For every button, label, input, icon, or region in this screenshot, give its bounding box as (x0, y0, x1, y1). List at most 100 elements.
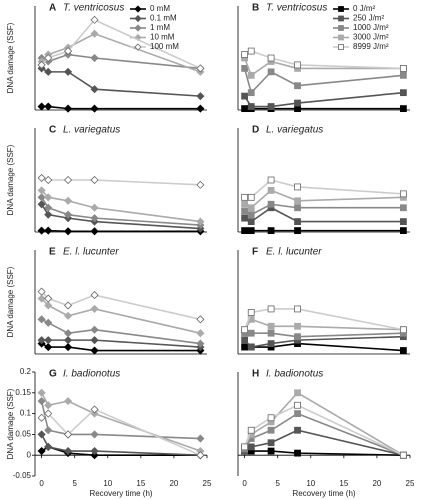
marker (90, 346, 99, 355)
marker (90, 291, 99, 300)
panel-title: L. variegatus (63, 125, 120, 136)
marker (37, 193, 46, 202)
marker (90, 15, 99, 24)
legend-marker (134, 43, 142, 51)
marker (37, 397, 46, 406)
marker (90, 175, 99, 185)
marker (90, 227, 99, 236)
marker (267, 54, 275, 62)
marker (267, 227, 275, 235)
x-tick-label: 10 (306, 479, 315, 488)
panel-label: G (49, 369, 57, 380)
marker (294, 305, 301, 313)
marker (90, 430, 99, 439)
marker (247, 343, 255, 351)
x-tick-label: 25 (406, 479, 415, 488)
marker (294, 82, 301, 90)
marker (294, 61, 301, 69)
marker (267, 322, 275, 330)
marker (247, 47, 255, 55)
marker (196, 92, 205, 101)
marker (64, 196, 73, 205)
series-line (41, 408, 201, 456)
panel-title: T. ventricosus (63, 3, 124, 14)
marker (241, 65, 249, 72)
legend-marker (338, 15, 344, 22)
y-axis-label: DNA damage (SSF) (6, 388, 15, 459)
marker (37, 173, 46, 182)
marker (90, 325, 99, 334)
marker (294, 410, 301, 418)
marker (37, 446, 46, 456)
panel-label: D (252, 125, 259, 136)
marker (241, 214, 249, 222)
marker (37, 336, 46, 345)
legend-label: 8999 J/m² (353, 42, 389, 51)
marker (37, 200, 46, 209)
marker (241, 443, 249, 451)
marker (294, 333, 301, 341)
marker (64, 104, 73, 113)
legend-label: 3000 J/m² (353, 33, 389, 42)
legend-label: 10 mM (150, 33, 175, 42)
legend-marker (338, 44, 344, 50)
x-tick-label: 0 (39, 479, 44, 488)
panel-label: B (252, 3, 259, 14)
marker (44, 53, 53, 63)
y-tick-label: 0 (27, 450, 32, 459)
marker (247, 443, 255, 451)
marker (44, 203, 53, 212)
marker (241, 343, 249, 351)
marker (267, 447, 275, 455)
marker (37, 186, 46, 195)
marker (37, 388, 46, 397)
panel-label: F (252, 247, 258, 258)
marker (64, 210, 73, 219)
marker (267, 439, 275, 447)
marker (267, 329, 275, 337)
panel-title: E. l. lucunter (266, 247, 322, 258)
marker (196, 339, 205, 348)
marker (37, 430, 46, 439)
marker (90, 53, 99, 63)
legend-label: 250 J/m² (353, 14, 384, 23)
marker (247, 308, 255, 316)
marker (294, 99, 301, 107)
marker (267, 68, 275, 76)
marker (44, 226, 53, 235)
y-tick-label: 0.05 (15, 430, 31, 439)
marker (399, 65, 407, 72)
legend-label: 0 J/m² (353, 4, 376, 13)
marker (247, 103, 255, 110)
marker (37, 315, 46, 324)
marker (37, 102, 46, 111)
marker (44, 294, 53, 303)
marker (294, 218, 301, 226)
marker (247, 204, 255, 212)
series-line (40, 400, 201, 440)
marker (44, 426, 53, 435)
marker (241, 51, 249, 58)
marker (44, 67, 53, 76)
y-axis-label: DNA damage (SSF) (6, 22, 15, 93)
x-tick-label: 20 (372, 479, 381, 488)
marker (196, 434, 205, 443)
panel-title: E. l. lucunter (63, 247, 119, 258)
panel-label: H (252, 369, 259, 380)
marker (196, 451, 205, 460)
x-tick-label: 15 (136, 479, 145, 488)
marker (399, 71, 407, 79)
marker (399, 326, 407, 334)
marker (64, 446, 73, 456)
marker (37, 287, 46, 296)
marker (196, 180, 205, 189)
panel-label: C (49, 125, 56, 136)
marker (44, 210, 53, 219)
x-tick-label: 25 (203, 479, 212, 488)
marker (44, 193, 53, 202)
x-tick-label: 5 (72, 479, 77, 488)
series-line (40, 203, 201, 230)
marker (37, 294, 46, 303)
panel-title: I. badionotus (63, 369, 120, 380)
marker (294, 449, 301, 457)
